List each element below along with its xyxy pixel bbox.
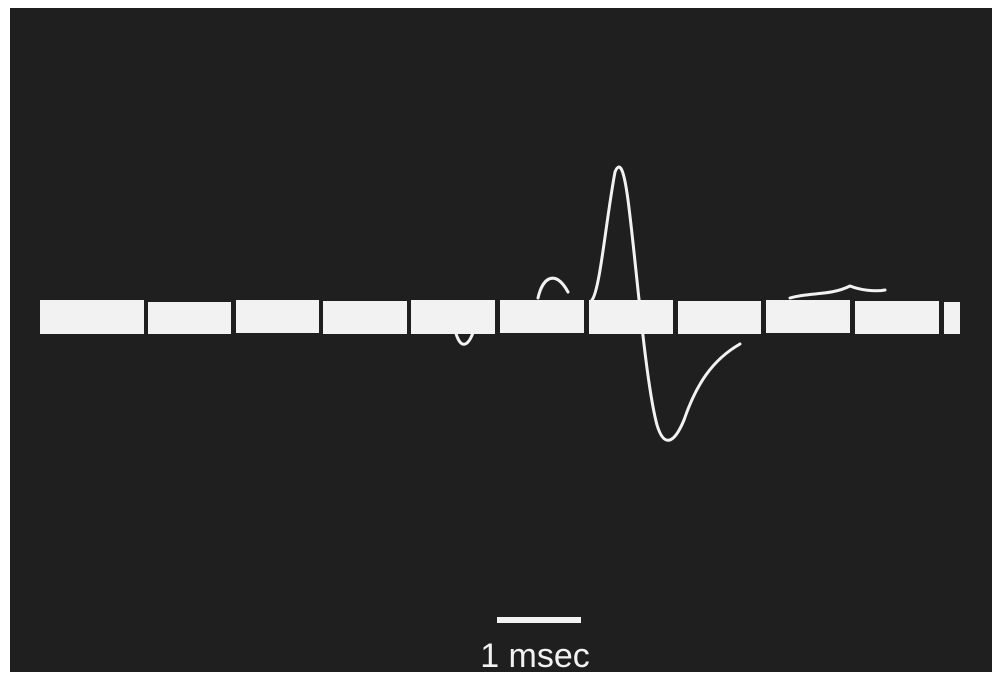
band-segment bbox=[944, 302, 960, 334]
band-segment bbox=[148, 302, 231, 334]
baseline-band bbox=[40, 300, 960, 334]
band-segment bbox=[678, 301, 761, 334]
screen bbox=[10, 8, 992, 672]
band-segment bbox=[323, 301, 407, 334]
band-segment bbox=[411, 300, 495, 334]
band-segment bbox=[589, 300, 673, 334]
scale-label: 1 msec bbox=[480, 637, 590, 675]
band-segment bbox=[40, 300, 144, 334]
band-segment bbox=[500, 300, 584, 333]
page: {"scale_bar": {"label": "1 msec"}} 1 mse… bbox=[0, 0, 1000, 681]
band-segment bbox=[236, 300, 319, 333]
scale-bar bbox=[497, 617, 581, 623]
band-segment bbox=[766, 300, 850, 333]
band-segment bbox=[855, 301, 939, 334]
oscilloscope-photo: 1 msec bbox=[0, 0, 1000, 681]
